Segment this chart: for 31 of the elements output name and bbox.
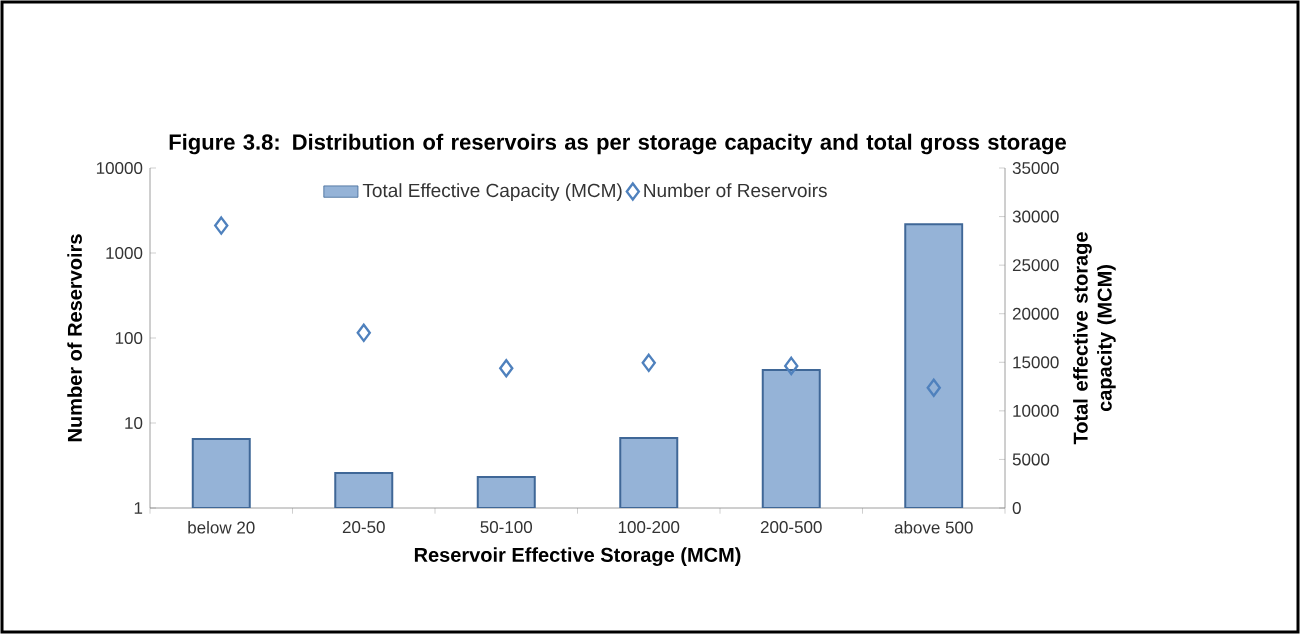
y2-tick-label: 20000 bbox=[1012, 307, 1059, 320]
legend-label: Total Effective Capacity (MCM) bbox=[362, 183, 622, 201]
point bbox=[356, 323, 371, 343]
x-tick-label: above 500 bbox=[894, 521, 973, 534]
y-tick-label: 10 bbox=[125, 417, 143, 430]
y2-tick-label: 5000 bbox=[1012, 453, 1050, 466]
point bbox=[499, 359, 514, 378]
x-tick-label: below 20 bbox=[188, 521, 255, 534]
point bbox=[214, 216, 229, 235]
y2-tick-label: 15000 bbox=[1013, 356, 1059, 369]
x-tick-label: 20-50 bbox=[342, 521, 385, 534]
y-tick-label: 1 bbox=[134, 502, 143, 514]
y-tick-label: 10000 bbox=[96, 162, 143, 175]
chart-title: Figure 3.8: Distribution of reservoirs as per storage capacity and total gross storage bbox=[169, 133, 1066, 155]
y2-axis-title: Total effective storage capacity (MCM) bbox=[1073, 232, 1116, 445]
x-tick-label: 50-100 bbox=[480, 521, 533, 534]
y2-tick-label: 10000 bbox=[1013, 404, 1059, 417]
y2-tick-label: 0 bbox=[1012, 501, 1021, 515]
y-tick-label: 1000 bbox=[106, 247, 143, 260]
y2-tick-label: 25000 bbox=[1012, 259, 1059, 272]
y2-tick-label: 35000 bbox=[1012, 162, 1059, 175]
point bbox=[641, 353, 656, 373]
x-tick-label: 100-200 bbox=[618, 521, 680, 534]
point bbox=[784, 356, 799, 376]
x-axis-title: Reservoir Effective Storage (MCM) bbox=[414, 547, 741, 567]
x-tick-label: 200-500 bbox=[760, 521, 822, 534]
y2-tick-label: 30000 bbox=[1012, 210, 1059, 223]
legend-label: Number of Reservoirs bbox=[644, 183, 827, 198]
point bbox=[926, 378, 941, 397]
y-axis-title: Number of Reservoirs bbox=[67, 234, 82, 442]
y-tick-label: 100 bbox=[115, 332, 143, 345]
